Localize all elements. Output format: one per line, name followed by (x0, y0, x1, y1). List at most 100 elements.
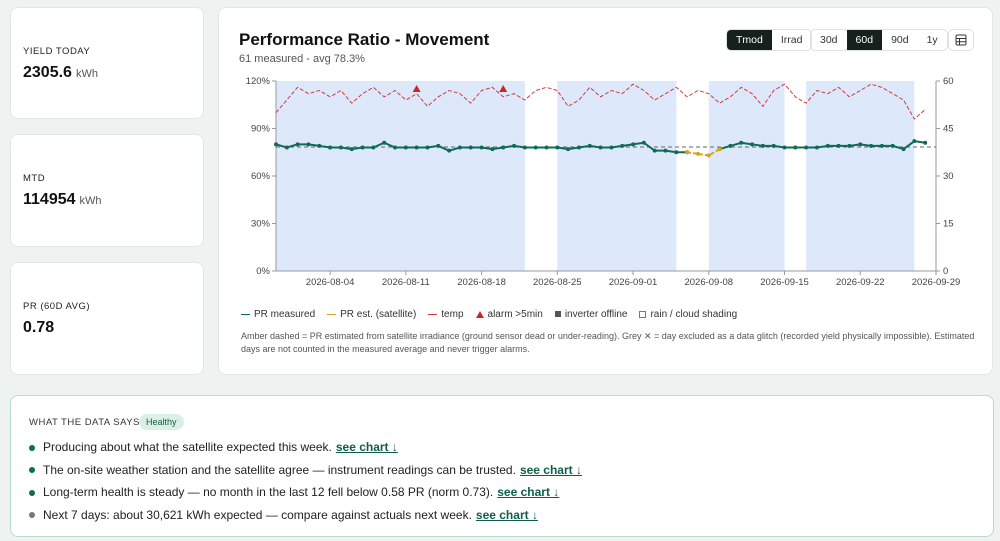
y2-tick-label: 45 (943, 124, 954, 135)
point (566, 147, 571, 152)
x-tick-label: 2026-09-08 (684, 277, 733, 288)
insight-text: The on-site weather station and the sate… (43, 462, 516, 477)
kpi-value: 0.78 (23, 319, 54, 337)
point (739, 140, 744, 145)
legend-label: PR est. (satellite) (340, 309, 417, 320)
point (371, 145, 376, 150)
insight-text: Long-term health is steady — no month in… (43, 485, 494, 499)
insight-link[interactable]: see chart ↓ (335, 440, 398, 454)
y-tick-label: 30% (251, 219, 271, 230)
point (436, 143, 441, 148)
point (338, 145, 343, 150)
chart: 0% 30% 60% 90% 120% 0 15 30 45 60 2026-08-04 2026-0… (246, 76, 961, 288)
point (447, 148, 452, 153)
point (685, 150, 690, 155)
legend-entry: rain / cloud shading (639, 309, 737, 320)
x-tick-label: 2026-08-04 (306, 277, 355, 288)
insight-link[interactable]: see chart ↓ (497, 485, 560, 499)
legend-entry: PR est. (satellite) (327, 309, 416, 320)
kpi-value: 2305.6 kWh (23, 64, 98, 82)
point (306, 142, 311, 147)
table-button[interactable] (948, 29, 974, 51)
legend-label: inverter offline (564, 309, 628, 320)
kpi-number: 0.78 (23, 319, 55, 336)
kpi-number: 2305.6 (23, 64, 72, 81)
kpi-card: PR (60D AVG) 0.78 (10, 262, 204, 375)
insights-title: WHAT THE DATA SAYS (29, 417, 140, 428)
insight-text: Producing about what the satellite expec… (43, 440, 332, 454)
point (901, 147, 906, 152)
toggle-button[interactable]: Tmod (727, 30, 772, 50)
legend-swatch (554, 311, 561, 318)
y-tick-label: 90% (251, 124, 271, 135)
x-tick-label: 2026-09-15 (760, 277, 809, 288)
shading (557, 81, 677, 271)
shading (806, 81, 915, 271)
toggle-button[interactable]: 60d (846, 30, 883, 50)
legend-label: alarm >5min (487, 309, 543, 320)
status-pill: Healthy (139, 414, 184, 430)
legend-label: temp (441, 309, 464, 320)
point (328, 145, 333, 150)
x-tick-label: 2026-09-29 (912, 277, 961, 288)
point (544, 145, 549, 150)
chart-subtitle: 61 measured - avg 78.3% (239, 53, 365, 65)
point (923, 140, 928, 145)
range-toggle: 30d 60d 90d 1y (810, 29, 948, 51)
point (425, 145, 430, 150)
table-icon (955, 34, 967, 46)
point (295, 142, 300, 147)
toggle-button[interactable]: 90d (891, 34, 909, 46)
bullet (29, 444, 35, 451)
point (912, 139, 917, 144)
kpi-number: 114954 (23, 191, 76, 208)
toggle-button[interactable]: 1y (926, 34, 938, 46)
y2-tick-label: 0 (943, 266, 948, 277)
toggle-button[interactable]: Irrad (780, 34, 803, 46)
legend: PR measured PR est. (satellite) temp alarm … (241, 309, 737, 320)
insight-item: Next 7 days: about 30,621 kWh expected —… (29, 508, 538, 522)
insight-link[interactable]: see chart ↓ (475, 507, 538, 522)
y2-tick-label: 15 (943, 219, 954, 230)
x-tick-label: 2026-08-25 (533, 277, 582, 288)
x-tick-label: 2026-08-18 (457, 277, 506, 288)
toggle-button[interactable]: 30d (820, 34, 838, 46)
point (879, 143, 884, 148)
y2-tick-label: 30 (943, 171, 954, 182)
x-tick-label: 2026-09-01 (609, 277, 658, 288)
point (836, 143, 841, 148)
legend-swatch (241, 313, 250, 315)
x-tick-label: 2026-09-22 (836, 277, 885, 288)
point (641, 140, 646, 145)
chart-title: Performance Ratio - Movement (239, 30, 490, 49)
kpi-unit: kWh (79, 195, 102, 207)
legend-label: rain / cloud shading (650, 309, 738, 320)
chart-card: Performance Ratio - Movement 61 measured… (218, 7, 993, 375)
point (674, 150, 679, 155)
insight-text: Next 7 days: about 30,621 kWh expected —… (43, 507, 472, 522)
point (576, 145, 581, 150)
point (501, 145, 506, 150)
point (695, 151, 700, 156)
alarm-marker (499, 85, 508, 92)
point (869, 143, 874, 148)
legend-entry: PR measured (241, 309, 315, 320)
point (382, 140, 387, 145)
kpi-card: MTD 114954 kWh (10, 134, 204, 247)
point (620, 143, 625, 148)
point (598, 145, 603, 150)
legend-entry: alarm >5min (475, 309, 543, 320)
point (793, 145, 798, 150)
series-line (275, 83, 926, 120)
alarm-marker (412, 85, 421, 92)
point (393, 145, 398, 150)
insight-link[interactable]: see chart ↓ (519, 462, 582, 477)
point (890, 143, 895, 148)
point (631, 142, 636, 147)
shading (276, 81, 525, 271)
point (555, 145, 560, 150)
point (663, 148, 668, 153)
kpi-label: PR (60D AVG) (23, 301, 91, 312)
insight-item: The on-site weather station and the sate… (29, 463, 582, 477)
shading (708, 81, 785, 271)
